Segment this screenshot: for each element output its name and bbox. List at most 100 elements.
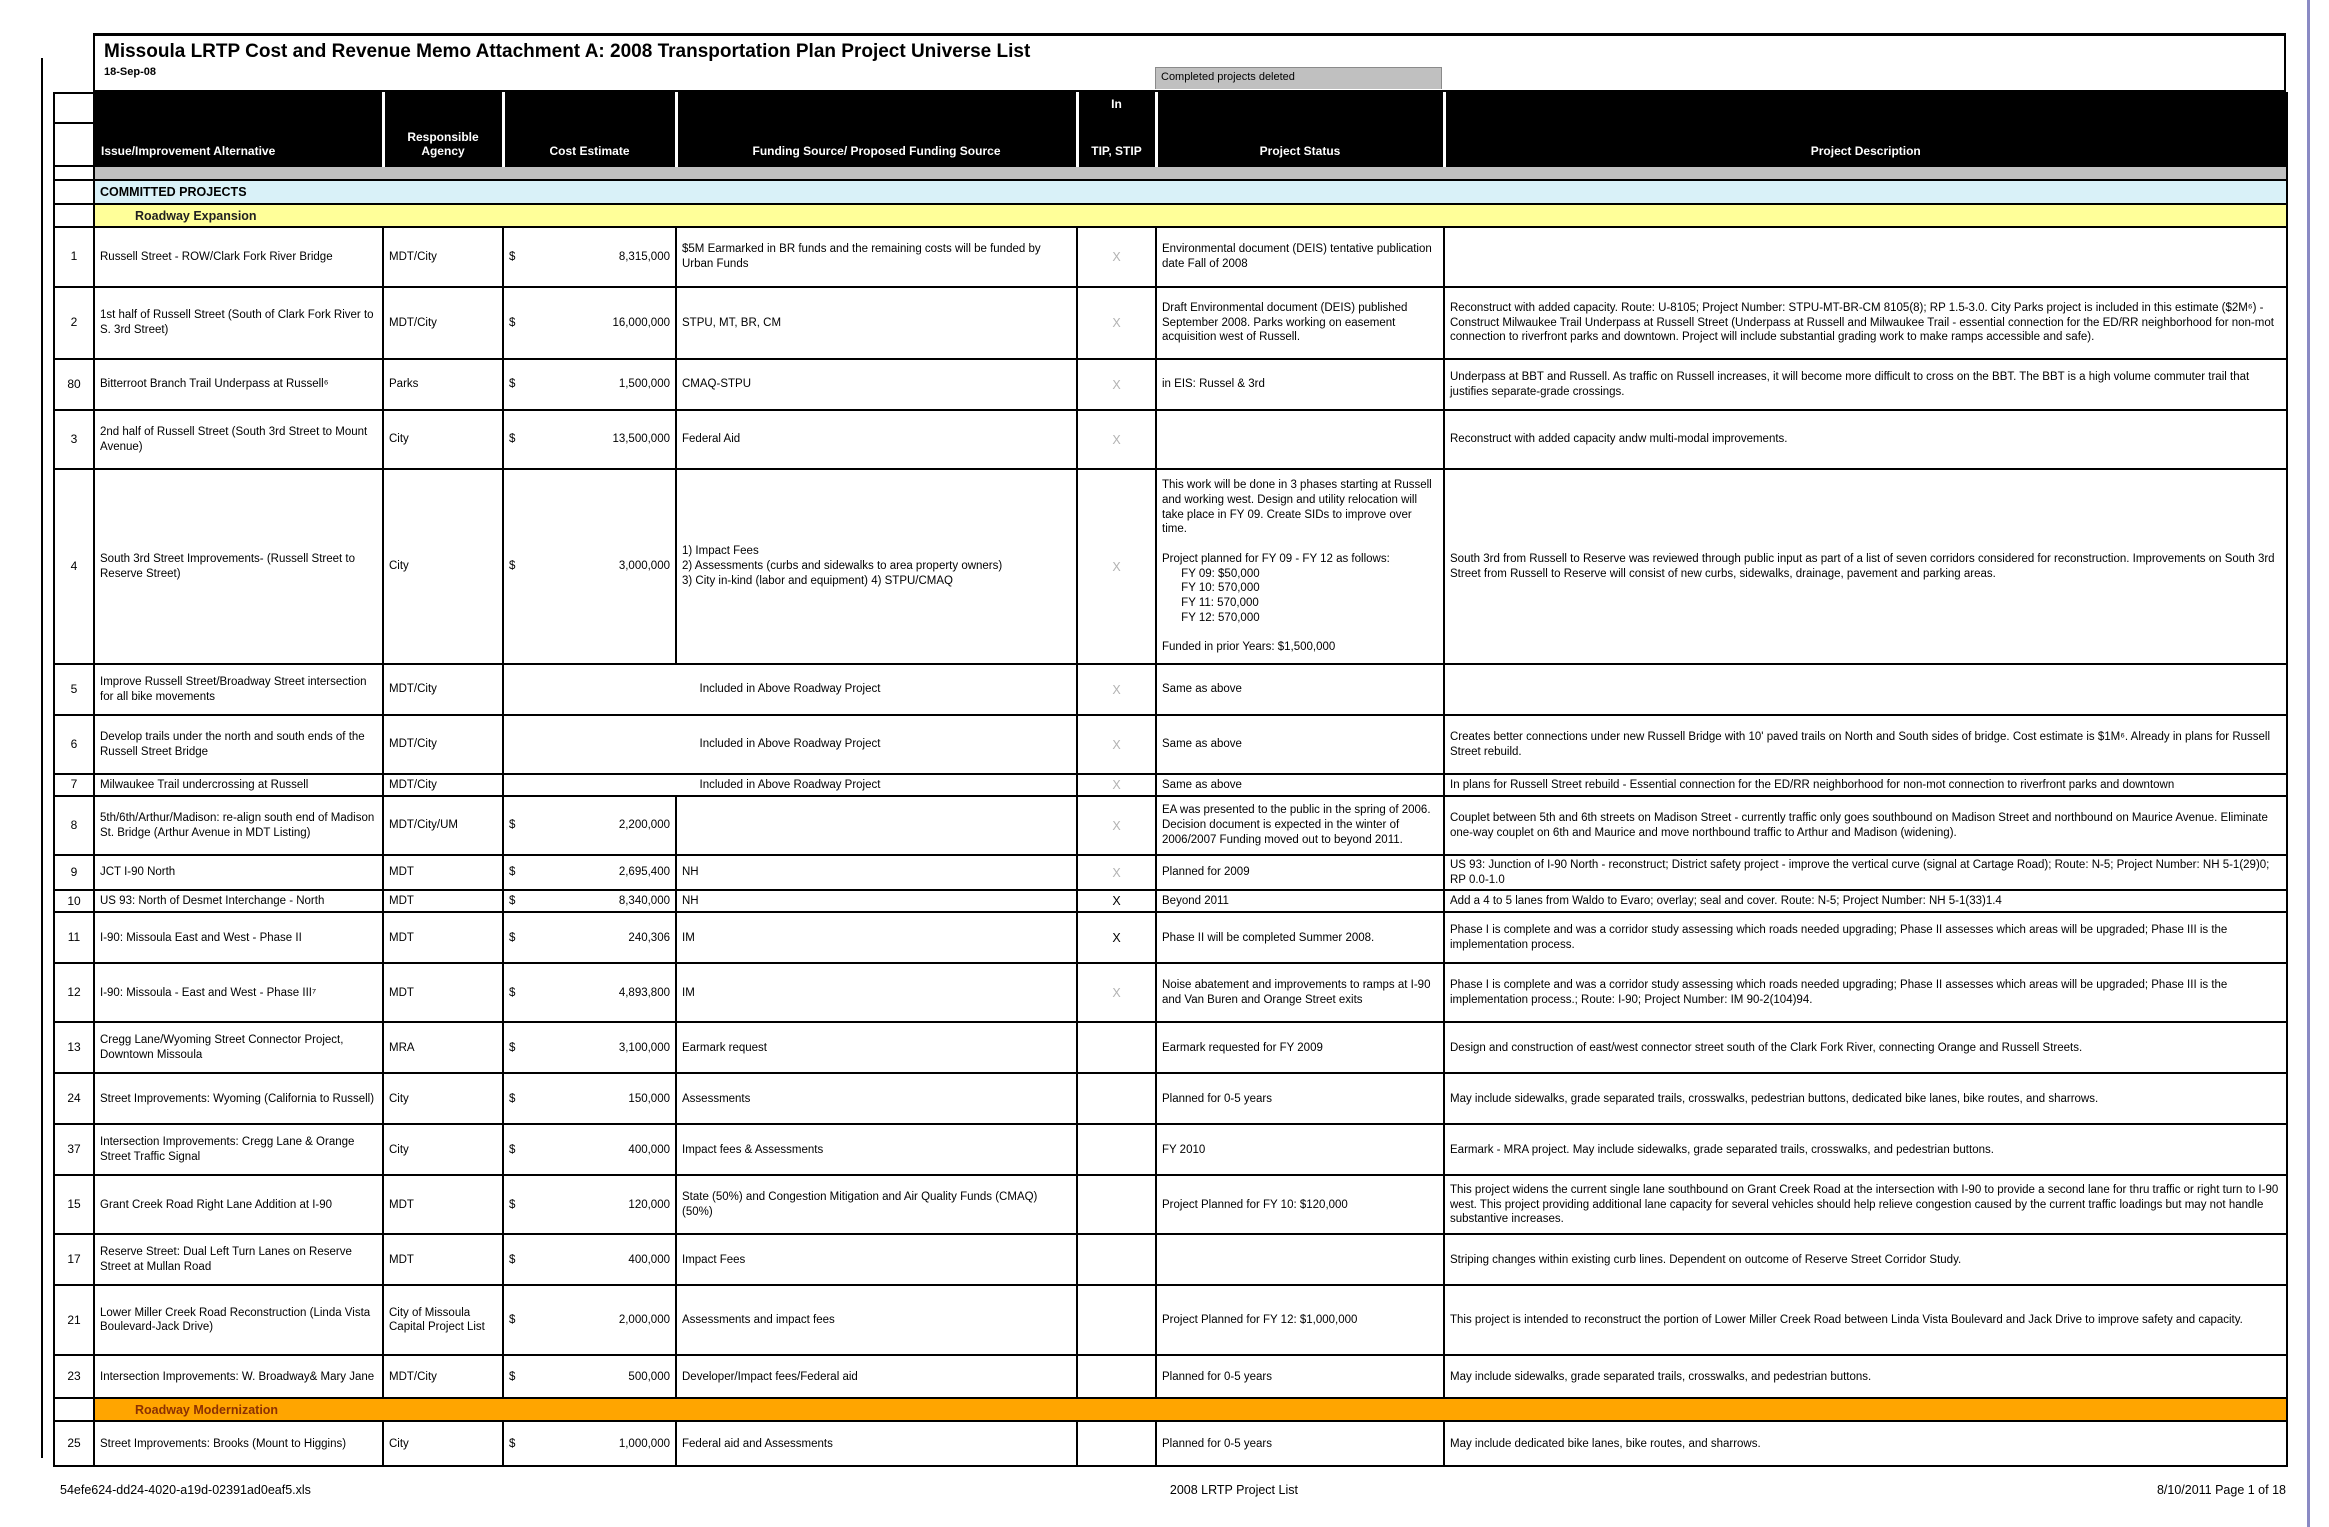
cost-amount: 1,000,000 — [618, 1437, 670, 1450]
cell-in-tip-stip: X — [1076, 358, 1157, 411]
cell-agency: MDT — [382, 1174, 504, 1236]
currency-symbol: $ — [509, 931, 516, 944]
row-number-header — [53, 92, 95, 167]
cell-project-description: Couplet between 5th and 6th streets on M… — [1443, 795, 2288, 856]
cell-project-description: Earmark - MRA project. May include sidew… — [1443, 1123, 2288, 1177]
cost-accounting-wrap: $2,000,000 — [509, 1313, 670, 1328]
cell-project-description: May include sidewalks, grade separated t… — [1443, 1354, 2288, 1400]
cell-project-description: Design and construction of east/west con… — [1443, 1021, 2288, 1075]
currency-symbol: $ — [509, 1314, 516, 1327]
cell-funding-source: Federal Aid — [675, 409, 1078, 470]
col-header-status: Project Status — [1154, 92, 1445, 167]
cell-agency: MDT — [382, 1233, 504, 1287]
table-row: 3 2nd half of Russell Street (South 3rd S… — [53, 409, 2288, 470]
cell-merged-funding: Included in Above Roadway Project — [502, 714, 1078, 775]
cell-in-tip-stip: X — [1076, 663, 1157, 716]
cost-amount: 13,500,000 — [612, 433, 670, 446]
cell-project-status: Planned for 0-5 years — [1155, 1420, 1445, 1468]
cell-project-status: FY 2010 — [1155, 1123, 1445, 1177]
row-number-cell: 4 — [53, 468, 95, 665]
cell-cost: $2,200,000 — [502, 795, 677, 856]
table-row: 2 1st half of Russell Street (South of Cl… — [53, 286, 2288, 360]
section-row — [53, 165, 2288, 181]
cell-funding-source: NH — [675, 889, 1078, 914]
cost-amount: 2,000,000 — [618, 1314, 670, 1327]
section-label-expansion: Roadway Expansion — [93, 203, 2288, 228]
cell-issue: South 3rd Street Improvements- (Russell … — [93, 468, 384, 665]
cost-accounting-wrap: $8,340,000 — [509, 894, 670, 909]
spacer-row-fill — [93, 165, 2288, 181]
cell-cost: $16,000,000 — [502, 286, 677, 360]
table-row: 7 Milwaukee Trail undercrossing at Russel… — [53, 773, 2288, 797]
cost-accounting-wrap: $400,000 — [509, 1143, 670, 1158]
row-number-cell: 10 — [53, 889, 95, 914]
cell-issue: Cregg Lane/Wyoming Street Connector Proj… — [93, 1021, 384, 1075]
cell-in-tip-stip: X — [1076, 409, 1157, 470]
cell-issue: JCT I-90 North — [93, 853, 384, 892]
row-number-cell — [53, 165, 95, 181]
row-number-cell: 11 — [53, 911, 95, 965]
currency-symbol: $ — [509, 378, 516, 391]
cell-project-description: Reconstruct with added capacity andw mul… — [1443, 409, 2288, 470]
cell-project-description: Striping changes within existing curb li… — [1443, 1233, 2288, 1287]
section-label-committed: COMMITTED PROJECTS — [93, 179, 2288, 205]
cell-cost: $1,500,000 — [502, 358, 677, 411]
cell-project-description: Creates better connections under new Rus… — [1443, 714, 2288, 775]
page-footer: 54efe624-dd24-4020-a19d-02391ad0eaf5.xls… — [60, 1483, 2286, 1497]
cell-agency: MDT — [382, 889, 504, 914]
cost-amount: 1,500,000 — [618, 378, 670, 391]
cell-project-status: Planned for 0-5 years — [1155, 1072, 1445, 1126]
cell-issue: 1st half of Russell Street (South of Cla… — [93, 286, 384, 360]
currency-symbol: $ — [509, 866, 516, 879]
cell-project-status: Environmental document (DEIS) tentative … — [1155, 226, 1445, 288]
cell-in-tip-stip — [1076, 1233, 1157, 1287]
cell-cost: $400,000 — [502, 1233, 677, 1287]
cell-project-description: South 3rd from Russell to Reserve was re… — [1443, 468, 2288, 665]
currency-symbol: $ — [509, 560, 516, 573]
cost-amount: 400,000 — [628, 1253, 670, 1266]
title-block: Missoula LRTP Cost and Revenue Memo Atta… — [93, 33, 2286, 92]
cell-project-status: Project Planned for FY 10: $120,000 — [1155, 1174, 1445, 1236]
footer-doc-title: 2008 LRTP Project List — [1169, 1483, 1298, 1497]
col-header-agency: Responsible Agency — [381, 92, 504, 167]
cell-project-description — [1443, 226, 2288, 288]
row-number-cell: 80 — [53, 358, 95, 411]
cell-agency: MDT/City — [382, 773, 504, 797]
cell-agency: MDT — [382, 853, 504, 892]
cost-accounting-wrap: $240,306 — [509, 931, 670, 946]
cell-issue: US 93: North of Desmet Interchange - Nor… — [93, 889, 384, 914]
cell-project-status: Planned for 2009 — [1155, 853, 1445, 892]
cost-accounting-wrap: $3,100,000 — [509, 1041, 670, 1056]
cost-accounting-wrap: $13,500,000 — [509, 432, 670, 447]
currency-symbol: $ — [509, 1437, 516, 1450]
cell-cost: $400,000 — [502, 1123, 677, 1177]
table-row: 12 I-90: Missoula - East and West - Phase… — [53, 962, 2288, 1024]
cell-issue: Reserve Street: Dual Left Turn Lanes on … — [93, 1233, 384, 1287]
table-row: 37 Intersection Improvements: Cregg Lane … — [53, 1123, 2288, 1177]
row-number-cell: 25 — [53, 1420, 95, 1468]
cell-in-tip-stip — [1076, 1354, 1157, 1400]
cell-agency: MDT/City — [382, 663, 504, 716]
row-number-cell — [53, 179, 95, 205]
cost-amount: 500,000 — [628, 1370, 670, 1383]
table-row: 4 South 3rd Street Improvements- (Russell… — [53, 468, 2288, 665]
cell-cost: $4,893,800 — [502, 962, 677, 1024]
row-number-cell: 24 — [53, 1072, 95, 1126]
cell-funding-source: IM — [675, 911, 1078, 965]
currency-symbol: $ — [509, 819, 516, 832]
cell-project-status — [1155, 1233, 1445, 1287]
cell-in-tip-stip: X — [1076, 286, 1157, 360]
cell-issue: Intersection Improvements: W. Broadway& … — [93, 1354, 384, 1400]
cost-accounting-wrap: $8,315,000 — [509, 250, 670, 265]
page-break-line — [2307, 0, 2310, 1527]
cell-project-status: Noise abatement and improvements to ramp… — [1155, 962, 1445, 1024]
cost-accounting-wrap: $2,200,000 — [509, 818, 670, 833]
cell-project-description: Add a 4 to 5 lanes from Waldo to Evaro; … — [1443, 889, 2288, 914]
cell-in-tip-stip — [1076, 1174, 1157, 1236]
cell-issue: Develop trails under the north and south… — [93, 714, 384, 775]
footer-page-info: 8/10/2011 Page 1 of 18 — [2156, 1483, 2286, 1497]
row-number-cell: 17 — [53, 1233, 95, 1287]
cost-amount: 8,315,000 — [618, 250, 670, 263]
cell-project-description: May include dedicated bike lanes, bike r… — [1443, 1420, 2288, 1468]
cell-agency: MDT/City/UM — [382, 795, 504, 856]
